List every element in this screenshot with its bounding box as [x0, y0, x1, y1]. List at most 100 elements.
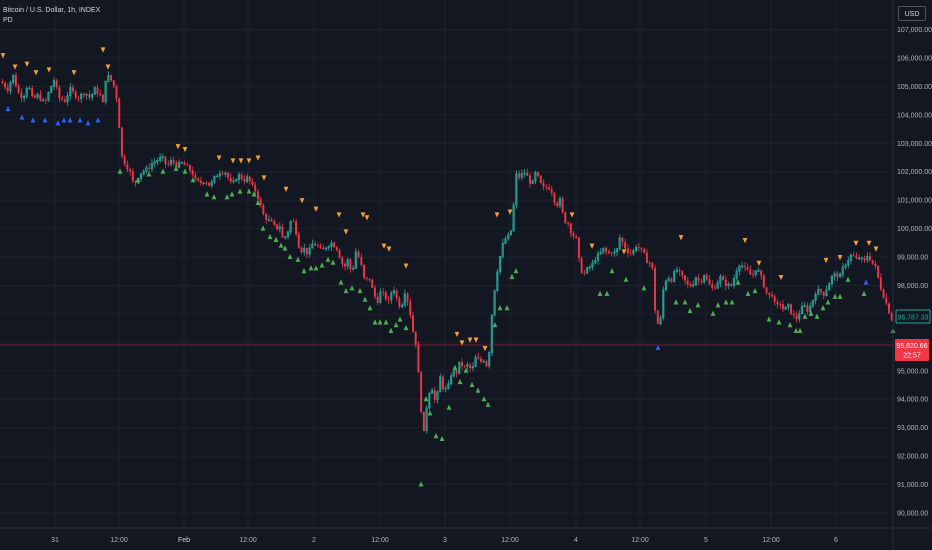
y-tick-label: 98,000.00: [897, 283, 928, 290]
candle-body: [460, 362, 463, 367]
candle-body: [493, 290, 496, 316]
candle-body: [684, 275, 686, 281]
candle-body: [243, 179, 246, 182]
candle-body: [577, 237, 580, 259]
candle-body: [558, 198, 561, 207]
buy-signal-arrow: [418, 481, 424, 487]
y-tick-label: 106,000.00: [897, 55, 932, 62]
candle-body: [172, 160, 175, 163]
candle-body: [17, 86, 20, 93]
sell-signal-arrow: [255, 155, 261, 161]
candle-body: [820, 289, 822, 293]
candle-body: [50, 86, 53, 93]
candle-body: [868, 256, 871, 261]
buy-signal-arrow: [117, 168, 123, 174]
candle-body: [708, 279, 711, 285]
candle-body: [509, 230, 513, 236]
buy-signal-arrow: [146, 171, 152, 177]
candle-body: [281, 226, 284, 238]
candle-body: [428, 392, 431, 409]
sell-signal-arrow: [569, 212, 575, 218]
candle-body: [191, 170, 194, 176]
candle-body: [425, 407, 428, 432]
currency-button[interactable]: USD: [898, 6, 926, 21]
buy-signal-arrow: [393, 322, 399, 328]
candle-body: [398, 298, 401, 307]
candle-body: [22, 95, 26, 99]
x-tick-label: 12:00: [501, 537, 519, 544]
candle-body: [9, 82, 12, 92]
candle-body: [319, 246, 322, 248]
candle-body: [245, 176, 249, 182]
buy-signal-arrow: [446, 404, 452, 410]
candle-body: [591, 262, 594, 268]
candle-body: [534, 171, 537, 182]
buy-signal-arrow: [135, 177, 141, 183]
candle-body: [406, 293, 409, 302]
buy-signal-arrow: [204, 191, 210, 197]
candle-body: [322, 247, 325, 250]
x-tick-label: 31: [51, 537, 59, 544]
candle-body: [444, 387, 447, 390]
last-price-label: 95,820.66 22:57: [895, 339, 929, 361]
candle-body: [270, 219, 273, 221]
candle-body: [765, 287, 768, 294]
buy-signal-arrow: [160, 168, 166, 174]
symbol-title[interactable]: Bitcoin / U.S. Dollar, 1h, INDEX: [3, 7, 101, 14]
candle-body: [572, 233, 575, 237]
ema-price-label: 96,787.33: [895, 309, 931, 324]
buy-signal-arrow: [861, 290, 867, 297]
candle-body: [139, 173, 143, 180]
candle-body: [771, 294, 773, 297]
sell-signal-arrow: [494, 212, 500, 218]
sell-signal-arrow: [459, 340, 465, 346]
signal-up-arrow: [85, 120, 91, 126]
candle-body: [39, 94, 42, 101]
candle-body: [539, 176, 542, 184]
candle-body: [164, 156, 167, 164]
candle-body: [585, 267, 589, 274]
candle-body: [175, 162, 178, 168]
buy-signal-arrow: [735, 279, 741, 285]
buy-signal-arrow: [338, 279, 344, 285]
sell-signal-arrow: [0, 53, 6, 59]
sell-signal-arrow: [386, 246, 392, 252]
candle-body: [74, 91, 77, 98]
candle-body: [615, 248, 619, 253]
candle-body: [58, 87, 61, 99]
candle-body: [874, 263, 877, 267]
candle-body: [857, 257, 861, 260]
candle-body: [523, 172, 526, 175]
candle-body: [305, 248, 308, 255]
candle-body: [365, 277, 368, 279]
candle-body: [177, 162, 181, 168]
candle-body: [6, 87, 9, 91]
sell-signal-arrow: [621, 249, 627, 255]
candle-body: [885, 298, 888, 304]
candle-body: [186, 164, 189, 166]
signal-up-arrow: [863, 279, 869, 285]
buy-signal-arrow: [682, 299, 688, 305]
candle-body: [643, 248, 646, 253]
y-tick-label: 104,000.00: [897, 112, 932, 119]
candle-body: [433, 390, 436, 400]
sell-signal-arrow: [507, 209, 513, 215]
candle-body: [120, 127, 123, 157]
candle-body: [841, 266, 844, 275]
candle-body: [477, 357, 480, 359]
sell-signal-arrow: [381, 243, 387, 249]
price-axis[interactable]: 90,000.00 91,000.00 92,000.00 93,000.00 94,0…: [897, 27, 932, 518]
buy-signal-arrow: [383, 319, 389, 325]
candle-body: [295, 221, 297, 235]
buy-signal-arrow: [255, 199, 261, 205]
buy-signal-arrow: [211, 194, 217, 200]
candle-body: [651, 262, 654, 269]
candle-body: [99, 93, 102, 95]
indicator-label[interactable]: PD: [3, 17, 13, 24]
candle-body: [156, 160, 159, 163]
candle-body: [382, 291, 385, 293]
candle-body: [335, 247, 338, 251]
time-axis[interactable]: 31 12:00 Feb 12:00 2 12:00 3 12:00 4 12:00 5 12:00 6: [51, 537, 838, 544]
candle-body: [542, 183, 545, 187]
